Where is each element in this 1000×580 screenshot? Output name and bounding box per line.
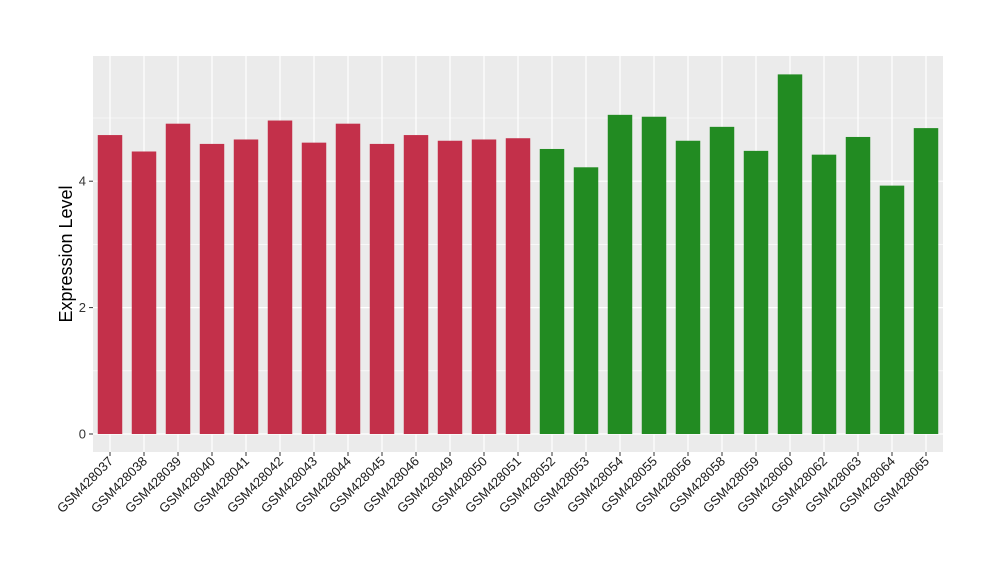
y-tick-label: 2 [79, 300, 86, 315]
bar-GSM428037 [97, 135, 123, 434]
bar-GSM428062 [811, 154, 837, 434]
bar-GSM428044 [335, 123, 361, 435]
bar-GSM428065 [913, 128, 939, 434]
bar-GSM428060 [777, 74, 803, 434]
bar-GSM428063 [845, 136, 871, 434]
bar-GSM428050 [471, 139, 497, 434]
bar-GSM428055 [641, 116, 667, 435]
x-axis-ticks: GSM428037GSM428038GSM428039GSM428040GSM4… [54, 452, 932, 516]
bar-GSM428054 [607, 114, 633, 434]
bar-GSM428042 [267, 120, 293, 434]
bar-GSM428052 [539, 148, 565, 434]
bar-GSM428045 [369, 143, 395, 435]
y-axis-title: Expression Level [56, 185, 76, 322]
y-tick-label: 4 [79, 174, 86, 189]
bar-GSM428041 [233, 139, 259, 434]
bar-GSM428040 [199, 143, 225, 435]
bar-GSM428049 [437, 140, 463, 434]
bar-GSM428053 [573, 167, 599, 434]
bar-GSM428056 [675, 140, 701, 434]
bar-GSM428039 [165, 123, 191, 435]
bar-GSM428058 [709, 126, 735, 435]
bar-GSM428064 [879, 185, 905, 434]
bar-GSM428043 [301, 142, 327, 434]
bar-GSM428046 [403, 135, 429, 434]
bar-GSM428059 [743, 150, 769, 434]
y-tick-label: 0 [79, 427, 86, 442]
bars [97, 74, 939, 435]
y-axis-ticks: 0 2 4 [79, 174, 93, 442]
bar-GSM428038 [131, 151, 157, 434]
bar-GSM428051 [505, 138, 531, 434]
